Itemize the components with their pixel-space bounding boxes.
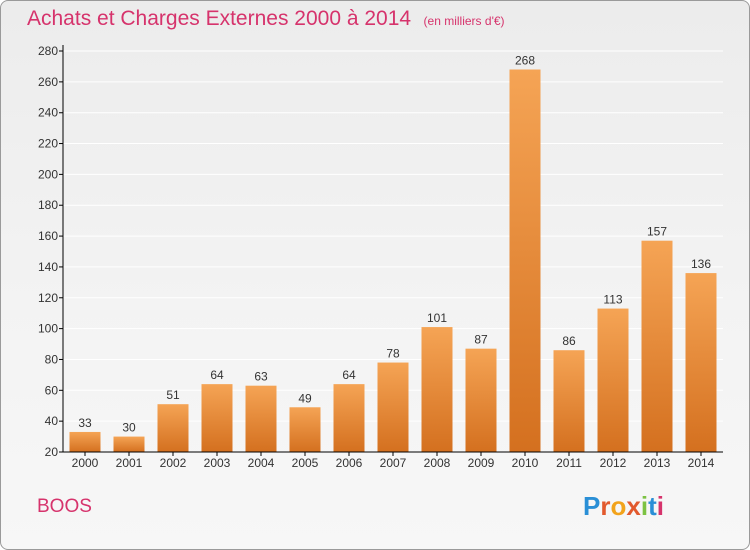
- y-tick-label: 140: [38, 260, 58, 274]
- title-unit: (en milliers d'€): [423, 14, 505, 28]
- value-label: 101: [427, 311, 447, 325]
- x-tick-label: 2012: [600, 456, 627, 470]
- y-tick-label: 260: [38, 75, 58, 89]
- x-tick-label: 2013: [644, 456, 671, 470]
- logo-letter: t: [648, 491, 657, 521]
- bar-2009: [465, 348, 497, 452]
- x-tick-label: 2006: [336, 456, 363, 470]
- value-label: 30: [122, 421, 136, 435]
- y-tick-label: 180: [38, 198, 58, 212]
- y-tick-label: 280: [38, 44, 58, 58]
- bar-2000: [69, 431, 101, 452]
- x-tick-label: 2008: [424, 456, 451, 470]
- bar-2001: [113, 436, 145, 452]
- labels: 20 40 60 80 100 120 140 160 180 200 220 240 260 280 33…: [38, 44, 715, 470]
- y-tick-label: 40: [45, 414, 59, 428]
- bar-2003: [201, 384, 233, 452]
- proxiti-logo: Proxiti: [583, 491, 664, 522]
- value-label: 33: [78, 416, 92, 430]
- commune-name: BOOS: [37, 496, 92, 517]
- bar-2004: [245, 385, 277, 452]
- y-tick-label: 60: [45, 383, 59, 397]
- bar-2011: [553, 350, 585, 452]
- logo-letter: x: [626, 491, 641, 521]
- axes: [59, 45, 723, 456]
- x-tick-label: 2004: [248, 456, 275, 470]
- value-label: 86: [562, 334, 576, 348]
- logo-letter: r: [600, 491, 611, 521]
- title-text: Achats et Charges Externes 2000 à 2014: [27, 7, 412, 30]
- y-tick-label: 20: [45, 445, 59, 459]
- bar-2006: [333, 384, 365, 452]
- bar-2012: [597, 308, 629, 452]
- value-label: 157: [647, 225, 667, 239]
- y-tick-label: 160: [38, 229, 58, 243]
- x-tick-label: 2002: [160, 456, 187, 470]
- x-tick-label: 2014: [688, 456, 715, 470]
- value-label: 78: [386, 347, 400, 361]
- x-tick-label: 2000: [72, 456, 99, 470]
- bar-2002: [157, 404, 189, 452]
- x-tick-label: 2001: [116, 456, 143, 470]
- bar-2005: [289, 407, 321, 452]
- logo-letter: o: [610, 491, 627, 521]
- value-label: 268: [515, 54, 535, 68]
- logo-letter: i: [640, 491, 649, 521]
- y-tick-label: 200: [38, 167, 58, 181]
- logo-letter: P: [583, 491, 601, 521]
- x-tick-label: 2010: [512, 456, 539, 470]
- bar-2013: [641, 240, 673, 452]
- bar-2010: [509, 69, 541, 452]
- y-tick-label: 100: [38, 322, 58, 336]
- x-tick-label: 2003: [204, 456, 231, 470]
- y-tick-label: 220: [38, 137, 58, 151]
- x-tick-label: 2011: [556, 456, 582, 470]
- value-label: 64: [210, 368, 224, 382]
- y-tick-label: 240: [38, 106, 58, 120]
- value-label: 64: [342, 368, 356, 382]
- x-tick-label: 2007: [380, 456, 407, 470]
- y-tick-label: 80: [45, 352, 59, 366]
- chart-title: Achats et Charges Externes 2000 à 2014 (…: [27, 7, 505, 31]
- logo-letter: i: [656, 491, 664, 521]
- bars: [69, 69, 717, 452]
- y-tick-label: 120: [38, 291, 58, 305]
- value-label: 51: [166, 388, 180, 402]
- x-tick-label: 2009: [468, 456, 495, 470]
- value-label: 87: [474, 333, 488, 347]
- value-label: 113: [603, 293, 622, 307]
- bar-2014: [685, 273, 717, 452]
- bar-2008: [421, 327, 453, 452]
- x-tick-label: 2005: [292, 456, 319, 470]
- bar-2007: [377, 362, 409, 452]
- value-label: 49: [298, 391, 312, 405]
- value-label: 63: [254, 370, 268, 384]
- value-label: 136: [691, 257, 711, 271]
